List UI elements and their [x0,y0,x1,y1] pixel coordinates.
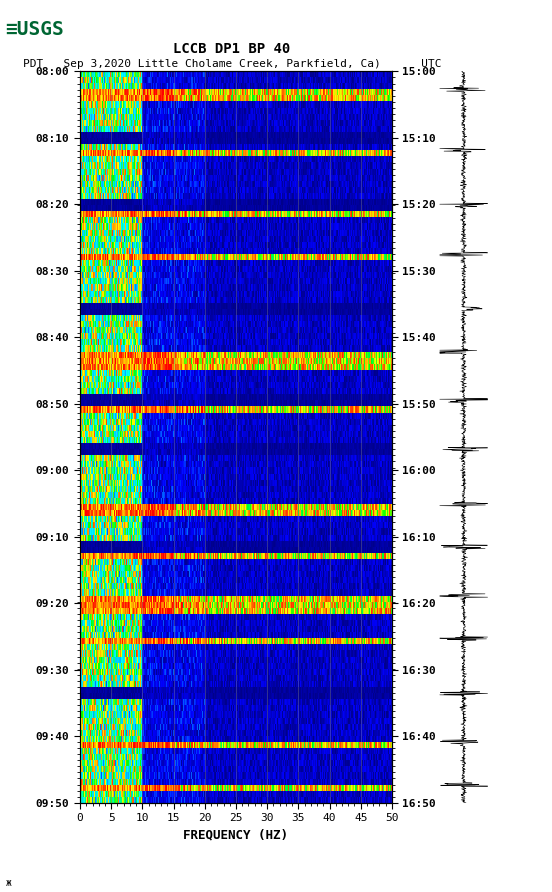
Text: ж: ж [6,878,12,888]
Text: ≡USGS: ≡USGS [6,20,64,38]
Text: LCCB DP1 BP 40: LCCB DP1 BP 40 [173,42,290,56]
Text: PDT   Sep 3,2020 Little Cholame Creek, Parkfield, Ca)      UTC: PDT Sep 3,2020 Little Cholame Creek, Par… [23,59,441,70]
X-axis label: FREQUENCY (HZ): FREQUENCY (HZ) [183,829,289,842]
